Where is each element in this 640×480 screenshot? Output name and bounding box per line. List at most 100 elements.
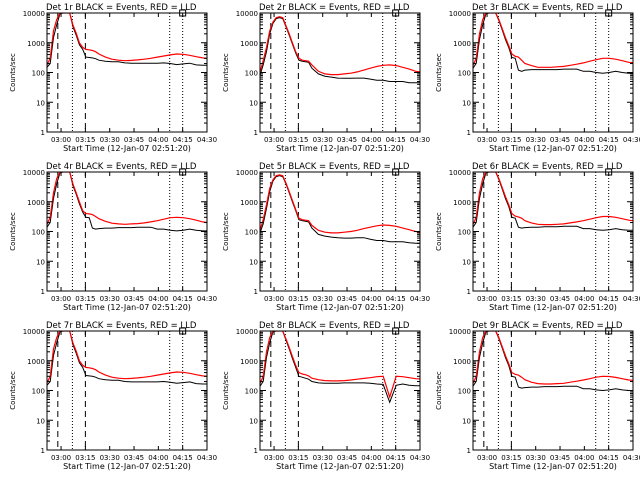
panel-3: Det 3r BLACK = Events, RED = LLD 1 10 100 10…	[435, 3, 640, 153]
y-tick-label: 1	[254, 129, 258, 137]
y-tick-label: 1	[467, 288, 471, 296]
panel-title: Det 3r BLACK = Events, RED = LLD	[472, 3, 623, 13]
x-tick-label: 03:30	[100, 136, 120, 144]
y-tick-label: 100	[245, 70, 258, 78]
y-tick-label: 100	[32, 70, 45, 78]
x-tick-label: 04:30	[410, 136, 430, 144]
x-tick-label: 04:15	[173, 136, 193, 144]
y-tick-label: 10000	[236, 10, 258, 18]
y-tick-label: 100	[458, 70, 471, 78]
panel-5: Det 5r BLACK = Events, RED = LLD 1 10 100 10…	[222, 162, 430, 312]
lld-series-line	[473, 13, 633, 68]
x-axis-label: Start Time (12-Jan-07 02:51:20)	[276, 144, 404, 153]
y-tick-label: 100	[458, 388, 471, 396]
y-tick-label: 10	[36, 99, 45, 107]
y-tick-label: 10000	[236, 328, 258, 336]
events-series-line	[260, 175, 420, 244]
x-tick-label: 03:30	[313, 136, 333, 144]
x-tick-label: 03:00	[51, 295, 71, 303]
y-axis-label: Counts/sec	[435, 371, 443, 410]
panel-8: Det 8r BLACK = Events, RED = LLD 1 10 100 10…	[222, 321, 430, 471]
x-tick-label: 04:15	[386, 136, 406, 144]
x-axis-label: Start Time (12-Jan-07 02:51:20)	[63, 144, 191, 153]
y-tick-label: 100	[245, 229, 258, 237]
x-tick-label: 03:45	[124, 295, 144, 303]
plot-frame	[472, 171, 634, 292]
y-tick-label: 1000	[453, 40, 471, 48]
x-tick-label: 04:00	[148, 454, 168, 462]
plot-frame	[259, 171, 421, 292]
x-tick-label: 03:30	[526, 454, 546, 462]
panel-title: Det 4r BLACK = Events, RED = LLD	[46, 162, 197, 172]
lld-series-line	[260, 331, 420, 400]
x-tick-label: 03:00	[477, 136, 497, 144]
lld-series-line	[473, 331, 633, 385]
lld-series-line	[260, 16, 420, 76]
panel-title: Det 6r BLACK = Events, RED = LLD	[472, 162, 623, 172]
y-tick-label: 10000	[23, 10, 45, 18]
y-tick-label: 10000	[236, 169, 258, 177]
panel-1: Det 1r BLACK = Events, RED = LLD 1 10 100 10…	[9, 3, 217, 153]
y-tick-label: 1000	[240, 40, 258, 48]
y-tick-label: 10	[462, 258, 471, 266]
lld-series-line	[47, 13, 207, 66]
events-series-line	[47, 13, 207, 68]
y-tick-label: 100	[245, 388, 258, 396]
events-series-line	[260, 331, 420, 404]
x-tick-label: 03:00	[477, 454, 497, 462]
x-tick-label: 03:30	[100, 295, 120, 303]
x-tick-label: 04:30	[623, 295, 640, 303]
y-tick-label: 1000	[453, 358, 471, 366]
x-tick-label: 03:15	[75, 454, 95, 462]
y-tick-label: 1	[467, 129, 471, 137]
x-axis-label: Start Time (12-Jan-07 02:51:20)	[63, 462, 191, 471]
y-axis-label: Counts/sec	[435, 53, 443, 92]
events-series-line	[47, 172, 207, 232]
y-tick-label: 10000	[23, 169, 45, 177]
x-axis-label: Start Time (12-Jan-07 02:51:20)	[63, 303, 191, 312]
x-tick-label: 04:30	[410, 454, 430, 462]
x-tick-label: 03:45	[337, 295, 357, 303]
x-axis-label: Start Time (12-Jan-07 02:51:20)	[276, 462, 404, 471]
events-series-line	[473, 13, 633, 74]
events-series-line	[473, 172, 633, 231]
y-axis-label: Counts/sec	[435, 212, 443, 251]
x-tick-label: 03:45	[337, 136, 357, 144]
x-tick-label: 03:00	[51, 454, 71, 462]
panel-title: Det 9r BLACK = Events, RED = LLD	[472, 321, 623, 331]
panel-2: Det 2r BLACK = Events, RED = LLD 1 10 100 10…	[222, 3, 430, 153]
x-tick-label: 03:45	[124, 454, 144, 462]
y-tick-label: 10000	[23, 328, 45, 336]
x-tick-label: 04:00	[574, 295, 594, 303]
panel-title: Det 8r BLACK = Events, RED = LLD	[259, 321, 410, 331]
plot-frame	[46, 12, 208, 133]
panel-title: Det 5r BLACK = Events, RED = LLD	[259, 162, 410, 172]
panel-7: Det 7r BLACK = Events, RED = LLD 1 10 100 10…	[9, 321, 217, 471]
x-tick-label: 04:15	[599, 295, 619, 303]
x-tick-label: 03:15	[288, 295, 308, 303]
y-tick-label: 10000	[449, 328, 471, 336]
x-tick-label: 03:30	[313, 295, 333, 303]
x-tick-label: 03:00	[51, 136, 71, 144]
x-tick-label: 03:00	[264, 295, 284, 303]
y-tick-label: 1000	[453, 199, 471, 207]
x-tick-label: 04:30	[197, 136, 217, 144]
y-tick-label: 100	[32, 229, 45, 237]
x-tick-label: 04:15	[173, 454, 193, 462]
y-tick-label: 1000	[27, 358, 45, 366]
y-axis-label: Counts/sec	[222, 53, 230, 92]
panel-title: Det 2r BLACK = Events, RED = LLD	[259, 3, 410, 13]
x-tick-label: 04:15	[386, 454, 406, 462]
x-tick-label: 03:30	[313, 454, 333, 462]
y-tick-label: 10000	[449, 10, 471, 18]
y-tick-label: 1000	[27, 199, 45, 207]
x-tick-label: 03:00	[264, 454, 284, 462]
y-tick-label: 10	[36, 258, 45, 266]
y-tick-label: 1	[41, 288, 45, 296]
y-axis-label: Counts/sec	[222, 212, 230, 251]
panel-title: Det 1r BLACK = Events, RED = LLD	[46, 3, 197, 13]
y-axis-label: Counts/sec	[9, 212, 17, 251]
events-series-line	[47, 331, 207, 386]
y-tick-label: 1000	[240, 358, 258, 366]
x-tick-label: 04:15	[173, 295, 193, 303]
